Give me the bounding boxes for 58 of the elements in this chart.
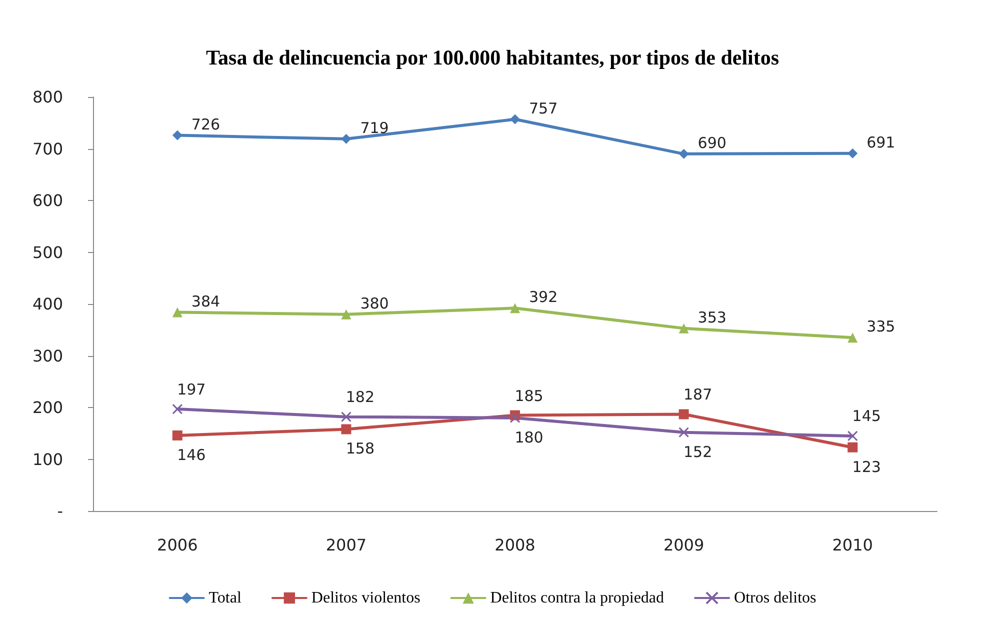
- data-label: 158: [346, 440, 375, 458]
- point: [341, 134, 352, 144]
- legend-label: Delitos violentos: [311, 590, 420, 606]
- point: [678, 323, 689, 334]
- point: [172, 307, 182, 318]
- point: [172, 430, 182, 440]
- data-label: 719: [360, 118, 389, 137]
- point: [678, 148, 689, 159]
- point: [848, 442, 858, 452]
- legend-label: Delitos contra la propiedad: [490, 590, 664, 606]
- y-tick-label: -: [57, 502, 63, 520]
- point: [510, 303, 520, 314]
- data-label: 146: [177, 446, 206, 464]
- point: [340, 412, 352, 422]
- point: [510, 412, 520, 424]
- point: [172, 130, 182, 140]
- point: [341, 424, 352, 434]
- legend-label: Total: [208, 590, 242, 606]
- data-label: 197: [177, 380, 206, 398]
- y-tick-label: 700: [32, 139, 63, 158]
- data-label: 726: [191, 115, 220, 134]
- data-label: 180: [514, 428, 544, 447]
- data-label: 691: [866, 133, 896, 152]
- data-label: 123: [852, 458, 881, 476]
- y-tick-label: 500: [32, 242, 63, 262]
- point: [848, 332, 858, 343]
- legend-label: Otros delitos: [734, 590, 816, 606]
- point: [678, 427, 690, 438]
- data-label: 392: [529, 288, 558, 306]
- point: [172, 404, 183, 414]
- y-tick-label: 100: [32, 450, 63, 469]
- point: [341, 309, 352, 320]
- chart-title: Tasa de delincuencia por 100.000 habitantes, por tipos de delitos: [206, 46, 780, 70]
- x-tick-label: 2009: [663, 536, 704, 554]
- data-label: 152: [683, 443, 712, 462]
- data-label: 145: [852, 407, 881, 426]
- point: [847, 430, 858, 442]
- y-tick-label: 600: [32, 191, 63, 210]
- data-label: 690: [698, 134, 726, 152]
- data-label: 353: [698, 308, 726, 326]
- data-label: 182: [346, 388, 375, 406]
- y-tick-label: 400: [32, 294, 63, 314]
- x-tick-label: 2008: [494, 536, 536, 554]
- y-tick-label: 800: [32, 88, 63, 106]
- data-label: 757: [529, 99, 558, 118]
- point: [848, 148, 858, 158]
- point: [510, 114, 520, 124]
- y-tick-label: 300: [32, 346, 63, 366]
- data-label: 335: [866, 318, 896, 336]
- data-label: 380: [360, 294, 389, 312]
- x-tick-label: 2006: [157, 536, 198, 554]
- data-label: 384: [191, 292, 220, 310]
- point: [678, 409, 689, 420]
- data-label: 187: [683, 386, 712, 404]
- data-label: 185: [514, 386, 544, 405]
- x-tick-label: 2010: [832, 536, 873, 554]
- x-tick-label: 2007: [326, 536, 367, 554]
- y-tick-label: 200: [32, 398, 63, 417]
